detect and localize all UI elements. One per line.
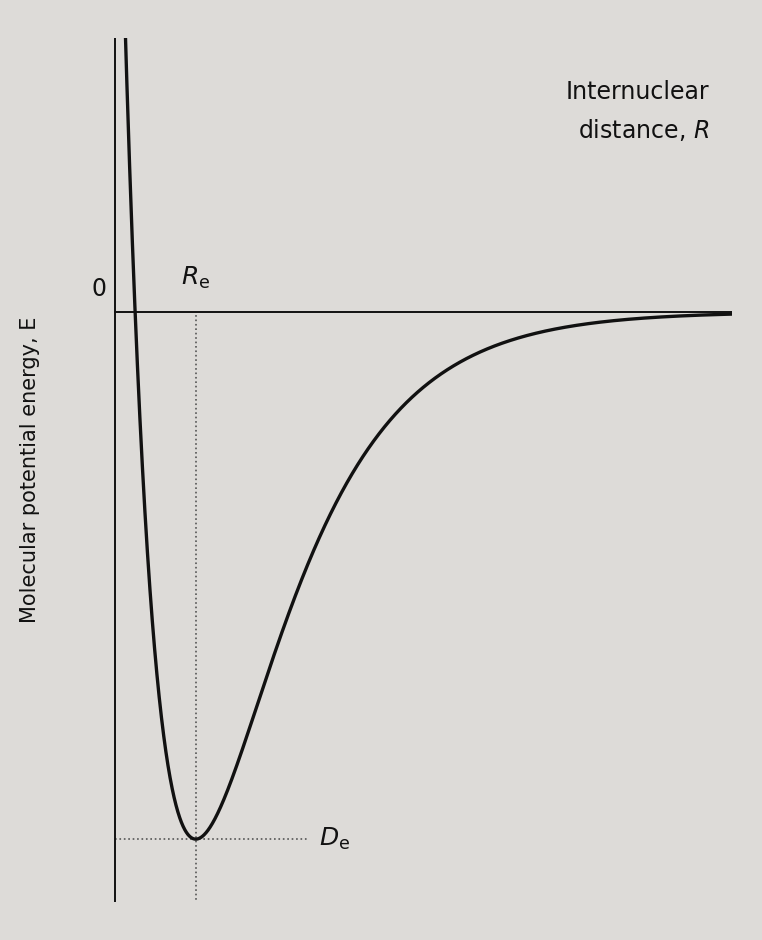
- Text: $D_\mathrm{e}$: $D_\mathrm{e}$: [319, 826, 350, 853]
- Text: 0: 0: [91, 277, 107, 301]
- Text: Molecular potential energy, E: Molecular potential energy, E: [21, 317, 40, 623]
- Text: Internuclear
distance, $R$: Internuclear distance, $R$: [565, 80, 709, 143]
- Text: $R_\mathrm{e}$: $R_\mathrm{e}$: [181, 264, 210, 290]
